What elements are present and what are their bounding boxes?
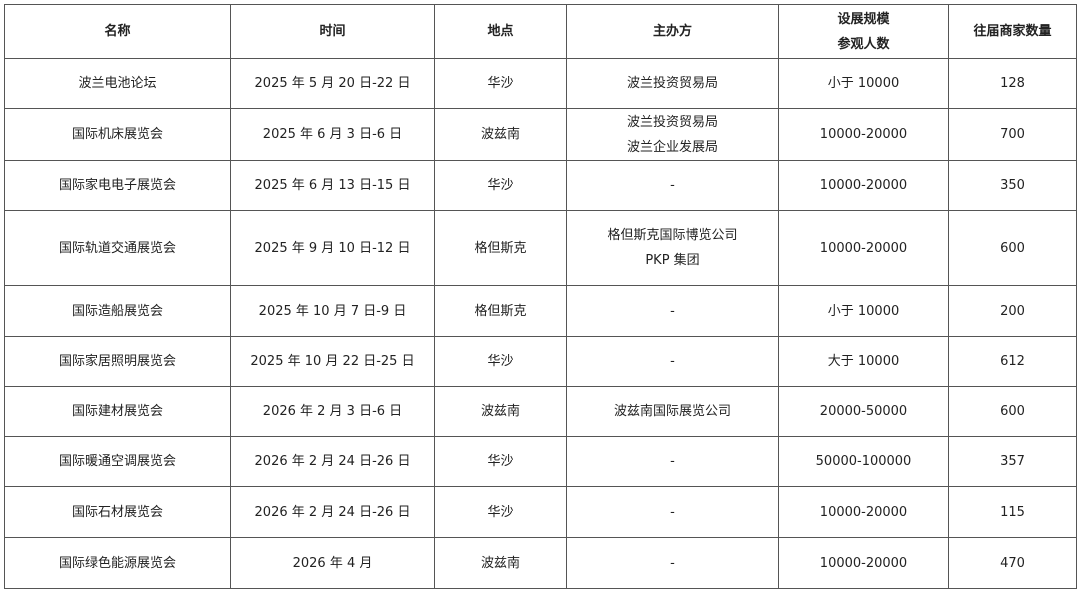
organizer-line: PKP 集团 (645, 253, 700, 268)
table-row: 国际造船展览会 2025 年 10 月 7 日-9 日格但斯克 - 小于 10000 2… (4, 285, 1077, 337)
cell-time: 2025 年 6 月 3 日-6 日 (230, 108, 435, 161)
cell-exhibitors: 470 (948, 537, 1077, 589)
cell-place: 华沙 (434, 486, 567, 538)
organizer-line: - (670, 504, 675, 520)
cell-time: 2026 年 2 月 3 日-6 日 (230, 386, 435, 437)
organizer-line: - (670, 454, 675, 469)
cell-organizer: - (566, 537, 779, 589)
cell-organizer: 格但斯克国际博览公司 PKP 集团 (566, 210, 779, 286)
table-row: 国际家居照明展览会 2025 年 10 月 22 日-25 日华沙 - 大于 1000… (4, 336, 1077, 387)
header-text: 参观人数 (837, 36, 890, 52)
cell-name: 国际暖通空调展览会 (4, 436, 231, 487)
header-text: 名称 (104, 24, 131, 39)
table-row: 波兰电池论坛 2025 年 5 月 20 日-22 日华沙 波兰投资贸易局 小于 10… (4, 58, 1077, 109)
cell-exhibitors: 600 (948, 210, 1077, 286)
cell-place: 波兹南 (434, 537, 567, 589)
cell-time: 2025 年 6 月 13 日-15 日 (230, 160, 435, 211)
cell-name: 国际轨道交通展览会 (4, 210, 231, 286)
cell-name: 国际家居照明展览会 (4, 336, 231, 387)
organizer-line: 波兰企业发展局 (626, 139, 718, 155)
cell-organizer: - (566, 336, 779, 387)
cell-organizer: - (566, 436, 779, 487)
cell-scale: 20000-50000 (778, 386, 949, 437)
cell-exhibitors: 350 (948, 160, 1077, 211)
organizer-line: 波兰投资贸易局 (626, 114, 718, 130)
cell-organizer: 波兰投资贸易局 (566, 58, 779, 109)
organizer-line: 波兹南国际展览公司 (613, 404, 731, 419)
cell-time: 2025 年 5 月 20 日-22 日 (230, 58, 435, 109)
cell-scale: 10000-20000 (778, 537, 949, 589)
organizer-line: - (670, 555, 675, 571)
header-text: 地点 (487, 24, 514, 39)
cell-exhibitors: 200 (948, 285, 1077, 337)
cell-scale: 50000-100000 (778, 436, 949, 487)
cell-time: 2025 年 10 月 7 日-9 日 (230, 285, 435, 337)
cell-exhibitors: 115 (948, 486, 1077, 538)
header-text: 往届商家数量 (973, 24, 1052, 39)
cell-scale: 10000-20000 (778, 210, 949, 286)
table-row: 国际建材展览会 2026 年 2 月 3 日-6 日波兹南 波兹南国际展览公司 200… (4, 386, 1077, 437)
table-row: 国际石材展览会 2026 年 2 月 24 日-26 日华沙 - 10000-2000… (4, 486, 1077, 538)
table-row: 国际家电电子展览会 2025 年 6 月 13 日-15 日华沙 - 10000-20… (4, 160, 1077, 211)
cell-place: 华沙 (434, 336, 567, 387)
cell-place: 格但斯克 (434, 210, 567, 286)
cell-exhibitors: 700 (948, 108, 1077, 161)
cell-scale: 10000-20000 (778, 108, 949, 161)
header-row: 名称 时间 地点 主办方 设展规模参观人数 往届商家数量 (4, 4, 1077, 59)
organizer-line: 波兰投资贸易局 (626, 76, 718, 91)
header-place: 地点 (434, 4, 567, 59)
cell-place: 波兹南 (434, 386, 567, 437)
cell-organizer: - (566, 285, 779, 337)
header-name: 名称 (4, 4, 231, 59)
cell-name: 国际建材展览会 (4, 386, 231, 437)
cell-organizer: - (566, 486, 779, 538)
cell-name: 国际石材展览会 (4, 486, 231, 538)
organizer-line: 格但斯克国际博览公司 (607, 228, 738, 243)
cell-name: 波兰电池论坛 (4, 58, 231, 109)
cell-organizer: - (566, 160, 779, 211)
cell-place: 华沙 (434, 58, 567, 109)
cell-scale: 小于 10000 (778, 285, 949, 337)
organizer-line: - (670, 178, 675, 193)
organizer-line: - (670, 303, 675, 319)
cell-organizer: 波兹南国际展览公司 (566, 386, 779, 437)
cell-time: 2026 年 4 月 (230, 537, 435, 589)
cell-time: 2026 年 2 月 24 日-26 日 (230, 436, 435, 487)
cell-place: 华沙 (434, 436, 567, 487)
cell-place: 格但斯克 (434, 285, 567, 337)
cell-time: 2025 年 9 月 10 日-12 日 (230, 210, 435, 286)
header-time: 时间 (230, 4, 435, 59)
cell-time: 2025 年 10 月 22 日-25 日 (230, 336, 435, 387)
header-text: 设展规模 (837, 11, 890, 27)
cell-organizer: 波兰投资贸易局 波兰企业发展局 (566, 108, 779, 161)
table-row: 国际轨道交通展览会 2025 年 9 月 10 日-12 日格但斯克 格但斯克国际博… (4, 210, 1077, 286)
header-exhibitors: 往届商家数量 (948, 4, 1077, 59)
table-row: 国际暖通空调展览会 2026 年 2 月 24 日-26 日华沙 - 50000-10… (4, 436, 1077, 487)
cell-scale: 大于 10000 (778, 336, 949, 387)
table-body: 波兰电池论坛 2025 年 5 月 20 日-22 日华沙 波兰投资贸易局 小于 10… (4, 58, 1077, 589)
header-text: 时间 (319, 24, 346, 39)
cell-exhibitors: 612 (948, 336, 1077, 387)
cell-place: 华沙 (434, 160, 567, 211)
cell-exhibitors: 357 (948, 436, 1077, 487)
table-row: 国际绿色能源展览会 2026 年 4 月波兹南 - 10000-20000 470 (4, 537, 1077, 589)
exhibition-table: 名称 时间 地点 主办方 设展规模参观人数 往届商家数量 波兰电池论坛 2025 年 5 月… (4, 4, 1077, 589)
cell-scale: 10000-20000 (778, 160, 949, 211)
cell-name: 国际绿色能源展览会 (4, 537, 231, 589)
header-text: 主办方 (652, 24, 692, 39)
cell-name: 国际机床展览会 (4, 108, 231, 161)
cell-scale: 10000-20000 (778, 486, 949, 538)
header-organizer: 主办方 (566, 4, 779, 59)
cell-time: 2026 年 2 月 24 日-26 日 (230, 486, 435, 538)
cell-scale: 小于 10000 (778, 58, 949, 109)
table-row: 国际机床展览会 2025 年 6 月 3 日-6 日波兹南 波兰投资贸易局 波兰企业发… (4, 108, 1077, 161)
organizer-line: - (670, 354, 675, 369)
cell-exhibitors: 128 (948, 58, 1077, 109)
header-scale: 设展规模 参观人数 (778, 4, 949, 59)
cell-name: 国际造船展览会 (4, 285, 231, 337)
cell-exhibitors: 600 (948, 386, 1077, 437)
cell-name: 国际家电电子展览会 (4, 160, 231, 211)
cell-place: 波兹南 (434, 108, 567, 161)
